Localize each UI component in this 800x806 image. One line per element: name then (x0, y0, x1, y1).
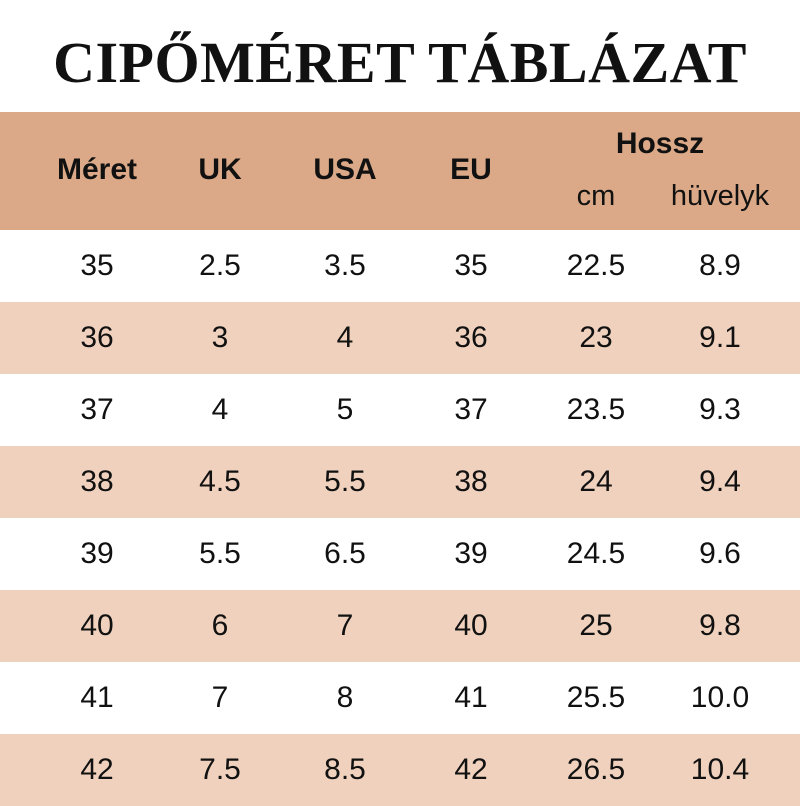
cell-huvelyk: 9.3 (699, 393, 741, 426)
cell-eu: 37 (454, 393, 488, 426)
cell-huvelyk: 9.6 (699, 537, 741, 570)
table-row: 42 7.5 8.5 42 26.5 10.4 (0, 734, 800, 806)
header-cm: cm (576, 180, 616, 212)
header-uk: UK (198, 153, 242, 186)
header-usa: USA (313, 153, 377, 186)
cell-eu: 42 (454, 753, 488, 786)
table-row: 37 4 5 37 23.5 9.3 (0, 374, 800, 446)
cell-eu: 39 (454, 537, 488, 570)
cell-cm: 24.5 (566, 537, 626, 570)
table-row: 39 5.5 6.5 39 24.5 9.6 (0, 518, 800, 590)
page-title: CIPŐMÉRET TÁBLÁZAT (53, 30, 747, 95)
cell-uk: 4.5 (199, 465, 241, 498)
cell-meret: 40 (80, 609, 114, 642)
cell-meret: 37 (80, 393, 114, 426)
cell-usa: 6.5 (324, 537, 366, 570)
cell-huvelyk: 10.0 (690, 681, 750, 714)
cell-meret: 36 (80, 321, 114, 354)
cell-huvelyk: 9.4 (699, 465, 741, 498)
cell-meret: 41 (80, 681, 114, 714)
cell-uk: 3 (211, 321, 229, 354)
cell-eu: 41 (454, 681, 488, 714)
cell-uk: 7 (211, 681, 229, 714)
cell-eu: 40 (454, 609, 488, 642)
cell-cm: 25.5 (566, 681, 626, 714)
header-huvelyk: hüvelyk (670, 180, 770, 212)
cell-usa: 8 (336, 681, 354, 714)
cell-cm: 23.5 (566, 393, 626, 426)
cell-eu: 36 (454, 321, 488, 354)
table-row: 38 4.5 5.5 38 24 9.4 (0, 446, 800, 518)
cell-usa: 3.5 (324, 249, 366, 282)
cell-meret: 39 (80, 537, 114, 570)
cell-usa: 4 (336, 321, 354, 354)
cell-huvelyk: 10.4 (690, 753, 750, 786)
header-meret: Méret (56, 153, 138, 186)
cell-cm: 24 (579, 465, 613, 498)
cell-meret: 35 (80, 249, 114, 282)
cell-cm: 23 (579, 321, 613, 354)
cell-usa: 5 (336, 393, 354, 426)
cell-uk: 7.5 (199, 753, 241, 786)
cell-uk: 2.5 (199, 249, 241, 282)
table-header: Méret UK USA EU Hossz cm hüvelyk (0, 112, 800, 230)
cell-cm: 26.5 (566, 753, 626, 786)
cell-huvelyk: 9.1 (699, 321, 741, 354)
header-eu: EU (450, 153, 492, 186)
cell-uk: 6 (211, 609, 229, 642)
table-row: 40 6 7 40 25 9.8 (0, 590, 800, 662)
table-row: 41 7 8 41 25.5 10.0 (0, 662, 800, 734)
cell-usa: 8.5 (324, 753, 366, 786)
cell-meret: 42 (80, 753, 114, 786)
cell-cm: 25 (579, 609, 613, 642)
cell-usa: 7 (336, 609, 354, 642)
cell-huvelyk: 8.9 (699, 249, 741, 282)
cell-huvelyk: 9.8 (699, 609, 741, 642)
cell-uk: 4 (211, 393, 229, 426)
cell-meret: 38 (80, 465, 114, 498)
cell-uk: 5.5 (199, 537, 241, 570)
table-row: 35 2.5 3.5 35 22.5 8.9 (0, 230, 800, 302)
cell-eu: 38 (454, 465, 488, 498)
header-hossz: Hossz (615, 127, 705, 160)
cell-usa: 5.5 (324, 465, 366, 498)
cell-eu: 35 (454, 249, 488, 282)
table-row: 36 3 4 36 23 9.1 (0, 302, 800, 374)
cell-cm: 22.5 (566, 249, 626, 282)
